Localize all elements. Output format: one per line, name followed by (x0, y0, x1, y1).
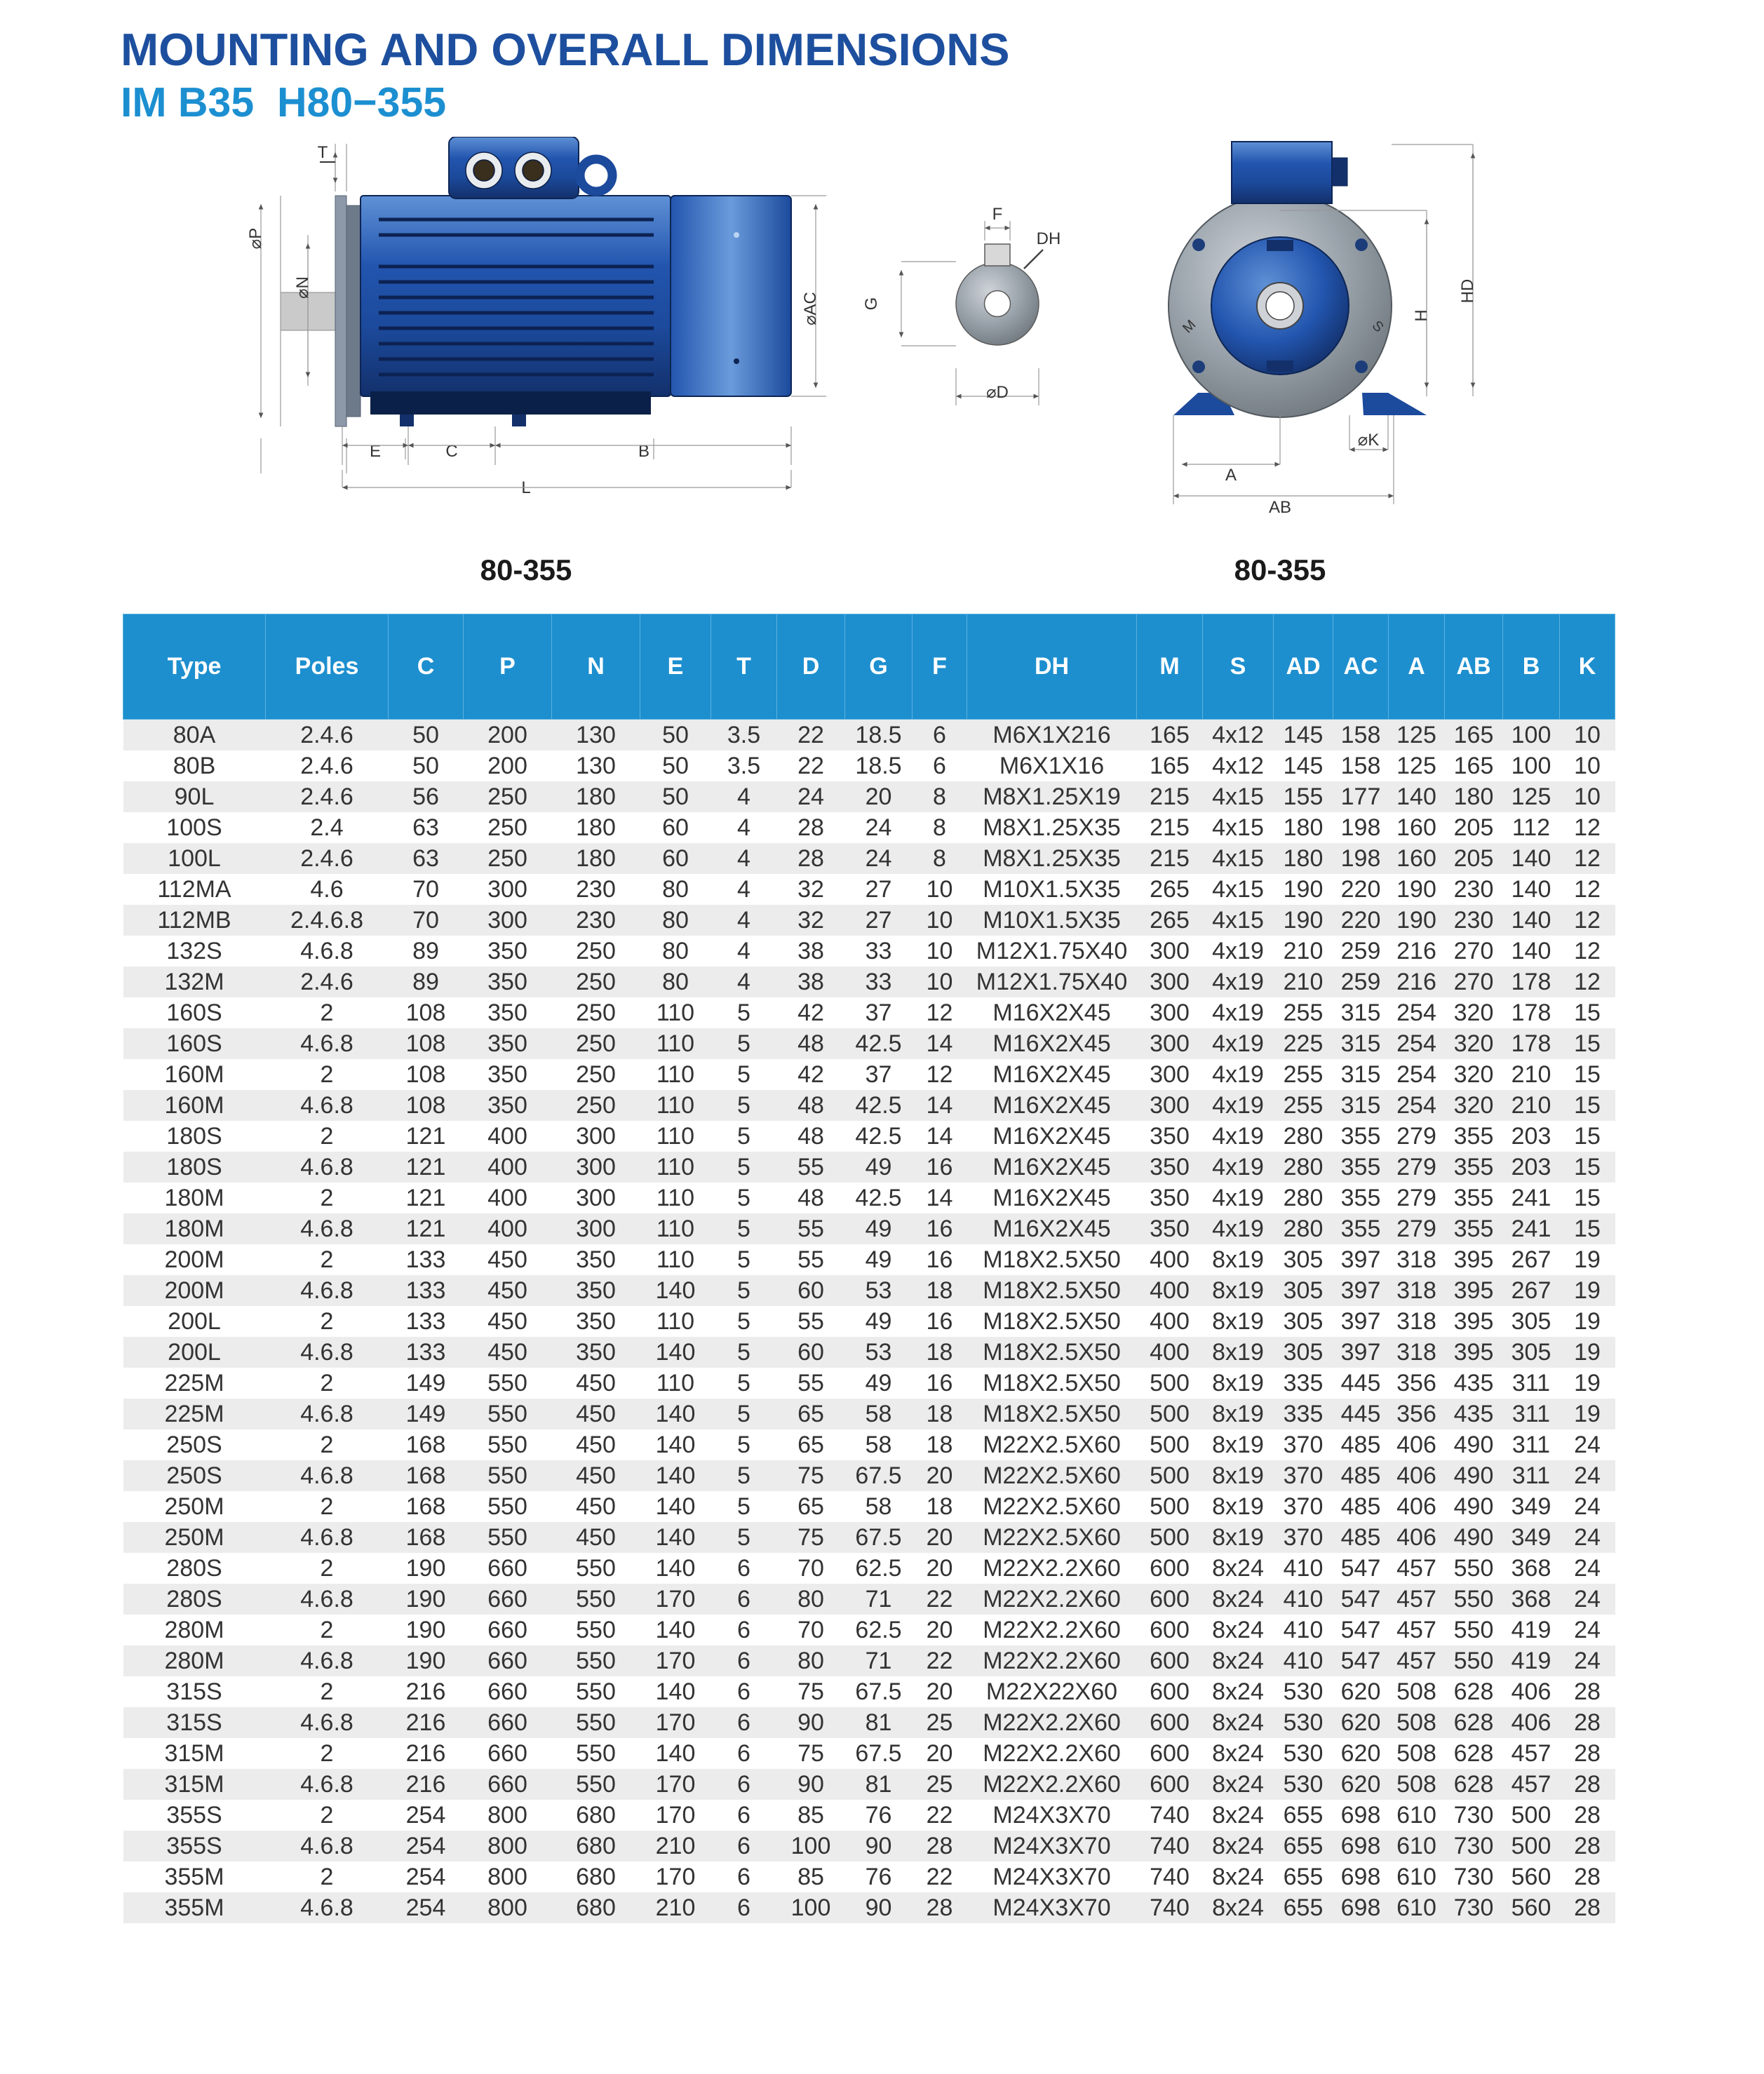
svg-text:T: T (318, 143, 328, 162)
svg-text:C: C (445, 442, 457, 461)
svg-text:⌀AC: ⌀AC (801, 292, 820, 325)
svg-text:H: H (1412, 309, 1431, 321)
svg-text:⌀K: ⌀K (1358, 431, 1379, 450)
svg-text:G: G (862, 297, 881, 311)
svg-text:E: E (370, 442, 381, 461)
svg-text:⌀P: ⌀P (246, 228, 265, 249)
svg-text:⌀D: ⌀D (986, 383, 1009, 402)
svg-text:AB: AB (1269, 498, 1291, 517)
svg-text:A: A (1225, 466, 1237, 485)
svg-text:HD: HD (1458, 279, 1477, 304)
svg-text:DH: DH (1037, 229, 1061, 248)
svg-text:80-355: 80-355 (1234, 553, 1326, 586)
svg-text:F: F (992, 205, 1003, 224)
svg-text:⌀N: ⌀N (293, 276, 312, 299)
svg-text:80-355: 80-355 (480, 553, 572, 586)
svg-text:B: B (638, 442, 649, 461)
